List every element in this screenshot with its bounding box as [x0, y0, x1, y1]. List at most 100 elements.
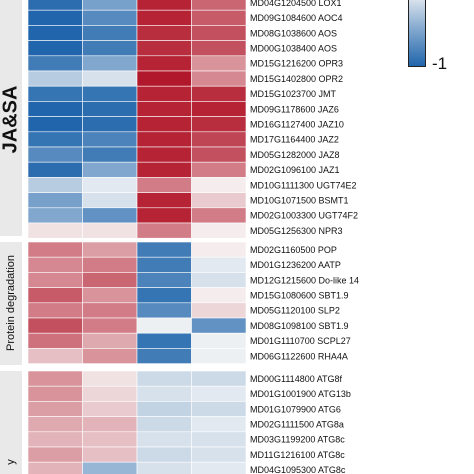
row-label: MD00G1038400 AOS: [250, 44, 337, 54]
heatmap-cell: [136, 332, 192, 349]
heatmap-cell: [82, 207, 138, 224]
row-label: MD15G1402800 OPR2: [250, 74, 343, 84]
group-bar-protein-degradation: [0, 242, 22, 365]
row-label: MD15G1080600 SBT1.9: [250, 291, 349, 301]
row-label: MD02G1003300 UGT74F2: [250, 211, 358, 221]
heatmap-cell: [136, 177, 192, 193]
heatmap-cell: [136, 207, 192, 224]
heatmap-cell: [136, 370, 192, 387]
heatmap-cell: [136, 85, 192, 102]
row-label: MD02G1096100 JAZ1: [250, 165, 340, 175]
row-label: MD01G1110700 SCPL27: [250, 336, 351, 346]
row-label: MD16G1127400 JAZ10: [250, 120, 344, 130]
heatmap-cell: [191, 401, 247, 417]
row-label: MD03G1199200 ATG8c: [250, 435, 345, 445]
heatmap-cell: [136, 287, 192, 304]
heatmap-cell: [191, 161, 247, 178]
heatmap-cell: [136, 385, 192, 402]
heatmap-cell: [27, 70, 83, 87]
heatmap-cell: [191, 25, 247, 41]
group-bar-jasa: [0, 0, 22, 236]
heatmap-cell: [191, 256, 247, 273]
heatmap-cell: [136, 348, 192, 364]
heatmap-cell: [82, 370, 138, 387]
row-label: MD09G1084600 AOC4: [250, 13, 343, 23]
heatmap-cell: [136, 272, 192, 288]
heatmap-cell: [191, 70, 247, 87]
heatmap-cell: [27, 146, 83, 163]
heatmap-cell: [136, 302, 192, 319]
heatmap-cell: [27, 370, 83, 387]
row-label: MD08G1098100 SBT1.9: [250, 321, 349, 331]
row-label: MD02G1111500 ATG8a: [250, 420, 344, 430]
heatmap-cell: [136, 9, 192, 26]
heatmap-cell: [136, 25, 192, 41]
heatmap-cell: [82, 241, 138, 258]
heatmap-cell: [82, 385, 138, 402]
heatmap-cell: [82, 222, 138, 239]
heatmap-cell: [136, 131, 192, 148]
heatmap-cell: [136, 446, 192, 463]
heatmap-cell: [191, 332, 247, 349]
row-label: MD04G1204500 LOX1: [250, 0, 342, 8]
heatmap-cell: [191, 287, 247, 304]
heatmap-cell: [191, 192, 247, 209]
heatmap-cell: [136, 256, 192, 273]
heatmap-cell: [27, 161, 83, 178]
heatmap-cell: [191, 272, 247, 288]
heatmap-cell: [136, 461, 192, 474]
row-label: MD12G1215600 Do-like 14: [250, 275, 359, 285]
heatmap-cell: [191, 385, 247, 402]
row-label: MD15G1216200 OPR3: [250, 59, 343, 69]
heatmap-cell: [191, 302, 247, 319]
heatmap-cell: [27, 256, 83, 273]
heatmap-cell: [136, 0, 192, 11]
heatmap-cell: [27, 272, 83, 288]
heatmap-cell: [27, 461, 83, 474]
heatmap-cell: [191, 370, 247, 387]
row-label: MD10G1071500 BSMT1: [250, 196, 349, 206]
heatmap-cell: [82, 192, 138, 209]
heatmap-cell: [82, 55, 138, 72]
heatmap-cell: [82, 446, 138, 463]
heatmap-cell: [27, 116, 83, 133]
heatmap-cell: [27, 9, 83, 26]
heatmap-cell: [27, 101, 83, 117]
heatmap-cell: [82, 116, 138, 133]
heatmap-cell: [136, 146, 192, 163]
heatmap-cell: [82, 401, 138, 417]
heatmap-cell: [136, 416, 192, 433]
row-label: MD10G1111300 UGT74E2: [250, 180, 357, 190]
heatmap-cell: [136, 161, 192, 178]
heatmap-cell: [82, 70, 138, 87]
heatmap-cell: [27, 85, 83, 102]
row-label: MD17G1164400 JAZ2: [250, 135, 339, 145]
heatmap-cell: [191, 446, 247, 463]
heatmap-cell: [191, 131, 247, 148]
heatmap-cell: [82, 416, 138, 433]
heatmap-cell: [82, 431, 138, 448]
group-bar-autophagy: [0, 371, 22, 474]
heatmap-cell: [82, 302, 138, 319]
heatmap-cell: [82, 317, 138, 334]
heatmap-cell: [191, 348, 247, 364]
row-label: MD00G1114800 ATG8f: [250, 374, 343, 384]
heatmap-cell: [27, 177, 83, 193]
heatmap-cell: [191, 416, 247, 433]
heatmap-cell: [82, 272, 138, 288]
heatmap-cell: [82, 0, 138, 11]
heatmap-cell: [136, 401, 192, 417]
heatmap-cell: [82, 85, 138, 102]
heatmap-cell: [27, 55, 83, 72]
legend-colorbar: [408, 0, 426, 67]
heatmap-cell: [27, 207, 83, 224]
row-label: MD05G1256300 NPR3: [250, 226, 343, 236]
heatmap-cell: [136, 116, 192, 133]
heatmap-cell: [191, 40, 247, 57]
row-label: MD09G1178600 JAZ6: [250, 104, 339, 114]
heatmap-cell: [27, 192, 83, 209]
heatmap-cell: [27, 348, 83, 364]
heatmap-cell: [191, 55, 247, 72]
